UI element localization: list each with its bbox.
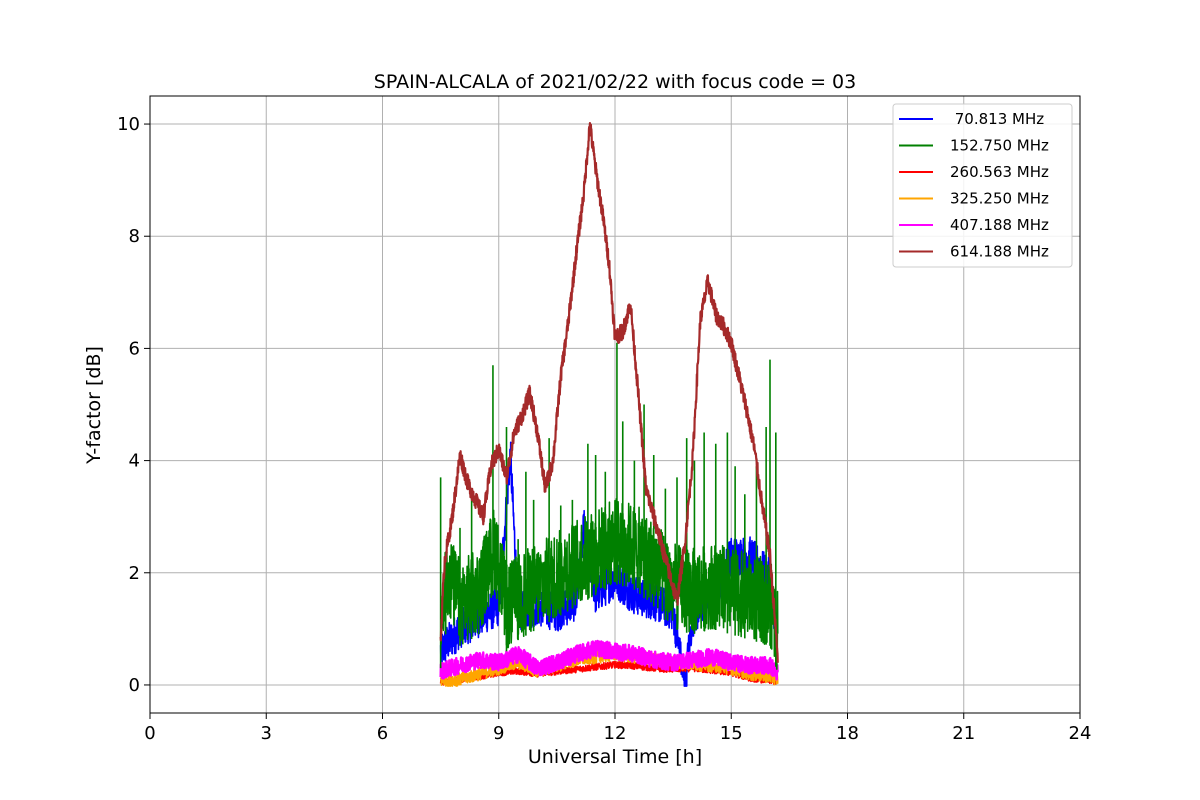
y-tick-label: 10 [117,114,140,135]
y-tick-label: 8 [129,226,140,247]
legend-label: 407.188 MHz [950,216,1049,234]
series-line-4 [439,639,779,681]
legend-label: 260.563 MHz [950,163,1049,181]
x-tick-label: 6 [377,723,388,744]
chart-title: SPAIN-ALCALA of 2021/02/22 with focus co… [374,71,856,93]
legend-label: 152.750 MHz [950,137,1049,155]
y-tick-label: 0 [129,675,140,696]
y-tick-label: 4 [129,451,140,472]
legend-label: 614.188 MHz [950,243,1049,261]
legend-label: 70.813 MHz [950,110,1044,128]
x-axis-label: Universal Time [h] [528,746,702,768]
y-tick-label: 2 [129,563,140,584]
x-tick-label: 21 [952,723,975,744]
legend-box [892,103,1073,268]
x-tick-label: 24 [1069,723,1092,744]
x-tick-label: 15 [720,723,743,744]
x-tick-label: 0 [144,723,155,744]
x-tick-label: 12 [604,723,627,744]
x-tick-label: 18 [836,723,859,744]
series-line-5 [439,122,779,663]
legend-label: 325.250 MHz [950,190,1049,208]
x-tick-label: 3 [261,723,272,744]
y-axis-label: Y-factor [dB] [83,346,105,465]
x-tick-label: 9 [493,723,504,744]
y-tick-label: 6 [129,338,140,359]
series-layer [439,122,779,687]
legend: 70.813 MHz 152.750 MHz 260.563 MHz 325.250 … [892,103,1073,268]
